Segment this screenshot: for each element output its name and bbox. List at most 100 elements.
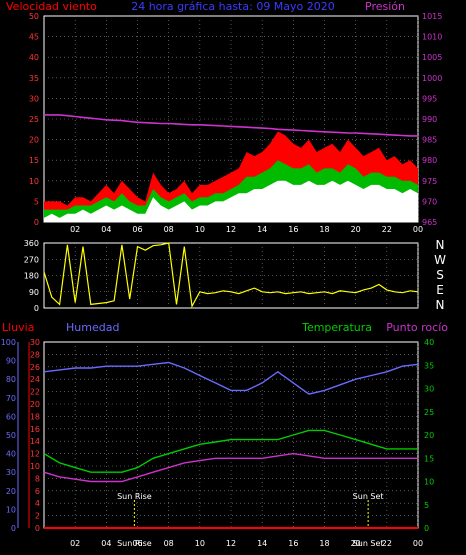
temperature-label: Temperatura (301, 321, 372, 334)
humidity-y-tick-50: 50 (6, 431, 16, 440)
wind-x-tick-18: 18 (319, 225, 329, 234)
climate-x-tick-02: 02 (70, 539, 80, 548)
pressure-y-tick-1005: 1005 (422, 53, 442, 62)
sun-marker-label-top-0: Sun Rise (117, 492, 152, 501)
temperature-y-tick-10: 10 (424, 478, 434, 487)
climate-x-tick-16: 16 (288, 539, 298, 548)
wind-x-tick-20: 20 (351, 225, 361, 234)
wind-x-tick-04: 04 (101, 225, 111, 234)
climate-x-tick-10: 10 (195, 539, 205, 548)
wind-speed-label: Velocidad viento (6, 0, 97, 13)
rain-y-tick-8: 8 (35, 474, 40, 483)
dewpoint-line (43, 452, 418, 483)
rain-y-tick-28: 28 (30, 350, 40, 359)
temperature-line (43, 429, 418, 473)
wind-y-tick-5: 5 (34, 197, 39, 206)
humidity-y-tick-10: 10 (6, 505, 16, 514)
climate-x-tick-06: 06 (132, 539, 142, 548)
humidity-label: Humedad (66, 321, 119, 334)
wind-y-tick-15: 15 (29, 156, 39, 165)
wind-y-tick-40: 40 (29, 53, 39, 62)
rain-y-tick-14: 14 (30, 437, 40, 446)
climate-x-tick-18: 18 (319, 539, 329, 548)
compass-label-3: E (436, 283, 444, 297)
humidity-y-tick-30: 30 (6, 468, 16, 477)
wind-y-tick-50: 50 (29, 12, 39, 21)
rain-y-tick-20: 20 (30, 400, 40, 409)
sun-marker-label-top-1: Sun Set (353, 492, 384, 501)
rain-y-tick-16: 16 (30, 425, 40, 434)
climate-x-tick-20: 20 (351, 539, 361, 548)
wind-x-tick-02: 02 (70, 225, 80, 234)
rain-y-tick-30: 30 (30, 338, 40, 347)
wind-x-tick-16: 16 (288, 225, 298, 234)
pressure-y-tick-965: 965 (422, 218, 437, 227)
rain-label: Lluvia (2, 321, 34, 334)
humidity-y-tick-100: 100 (1, 338, 16, 347)
pressure-y-tick-1015: 1015 (422, 12, 442, 21)
sun-marker-label-bottom-1: Sun Set (353, 539, 384, 548)
humidity-y-tick-90: 90 (6, 357, 16, 366)
wind-y-tick-35: 35 (29, 74, 39, 83)
direction-y-tick-90: 90 (29, 288, 39, 297)
rain-y-tick-22: 22 (30, 388, 40, 397)
rain-y-tick-12: 12 (30, 450, 40, 459)
wind-x-tick-22: 22 (382, 225, 392, 234)
chart-title: 24 hora gráfica hasta: 09 Mayo 2020 (131, 0, 335, 13)
dewpoint-label: Punto rocío (386, 321, 448, 334)
compass-label-2: S (436, 268, 444, 282)
climate-x-tick-22: 22 (382, 539, 392, 548)
humidity-y-tick-80: 80 (6, 375, 16, 384)
wind-x-tick-06: 06 (132, 225, 142, 234)
temperature-y-tick-15: 15 (424, 454, 434, 463)
rain-y-tick-10: 10 (30, 462, 40, 471)
rain-y-tick-26: 26 (30, 363, 40, 372)
pressure-y-tick-1010: 1010 (422, 33, 442, 42)
direction-line (43, 242, 419, 309)
temperature-y-tick-20: 20 (424, 431, 434, 440)
wind-y-tick-0: 0 (34, 218, 39, 227)
temperature-y-tick-35: 35 (424, 361, 434, 370)
climate-x-tick-04: 04 (101, 539, 111, 548)
humidity-y-tick-60: 60 (6, 412, 16, 421)
temperature-y-tick-30: 30 (424, 385, 434, 394)
wind-y-tick-30: 30 (29, 94, 39, 103)
rain-y-tick-4: 4 (35, 499, 40, 508)
pressure-y-tick-1000: 1000 (422, 74, 442, 83)
rain-y-tick-18: 18 (30, 412, 40, 421)
wind-low-area (44, 180, 418, 222)
wind-y-tick-25: 25 (29, 115, 39, 124)
humidity-line (43, 361, 419, 395)
climate-x-tick-14: 14 (257, 539, 267, 548)
wind-x-tick-00: 00 (413, 225, 423, 234)
rain-y-tick-0: 0 (35, 524, 40, 533)
wind-x-tick-14: 14 (257, 225, 267, 234)
temperature-y-tick-40: 40 (424, 338, 434, 347)
temperature-y-tick-5: 5 (424, 501, 429, 510)
climate-x-tick-00: 00 (413, 539, 423, 548)
direction-y-tick-180: 180 (24, 272, 39, 281)
humidity-y-tick-40: 40 (6, 450, 16, 459)
humidity-y-tick-70: 70 (6, 394, 16, 403)
wind-x-tick-10: 10 (195, 225, 205, 234)
temperature-y-tick-0: 0 (424, 524, 429, 533)
climate-x-tick-12: 12 (226, 539, 236, 548)
temperature-y-tick-25: 25 (424, 408, 434, 417)
pressure-label: Presión (365, 0, 405, 13)
compass-label-0: N (436, 238, 445, 252)
direction-y-tick-360: 360 (24, 239, 39, 248)
pressure-y-tick-990: 990 (422, 115, 437, 124)
pressure-y-tick-985: 985 (422, 136, 437, 145)
wind-x-tick-12: 12 (226, 225, 236, 234)
rain-y-tick-24: 24 (30, 375, 40, 384)
pressure-line (44, 114, 418, 137)
direction-y-tick-0: 0 (34, 304, 39, 313)
compass-label-1: W (434, 253, 446, 267)
direction-y-tick-270: 270 (24, 255, 39, 264)
humidity-y-tick-20: 20 (6, 487, 16, 496)
wind-y-tick-10: 10 (29, 177, 39, 186)
rain-y-tick-6: 6 (35, 487, 40, 496)
pressure-y-tick-975: 975 (422, 177, 437, 186)
compass-label-4: N (436, 298, 445, 312)
pressure-y-tick-980: 980 (422, 156, 437, 165)
